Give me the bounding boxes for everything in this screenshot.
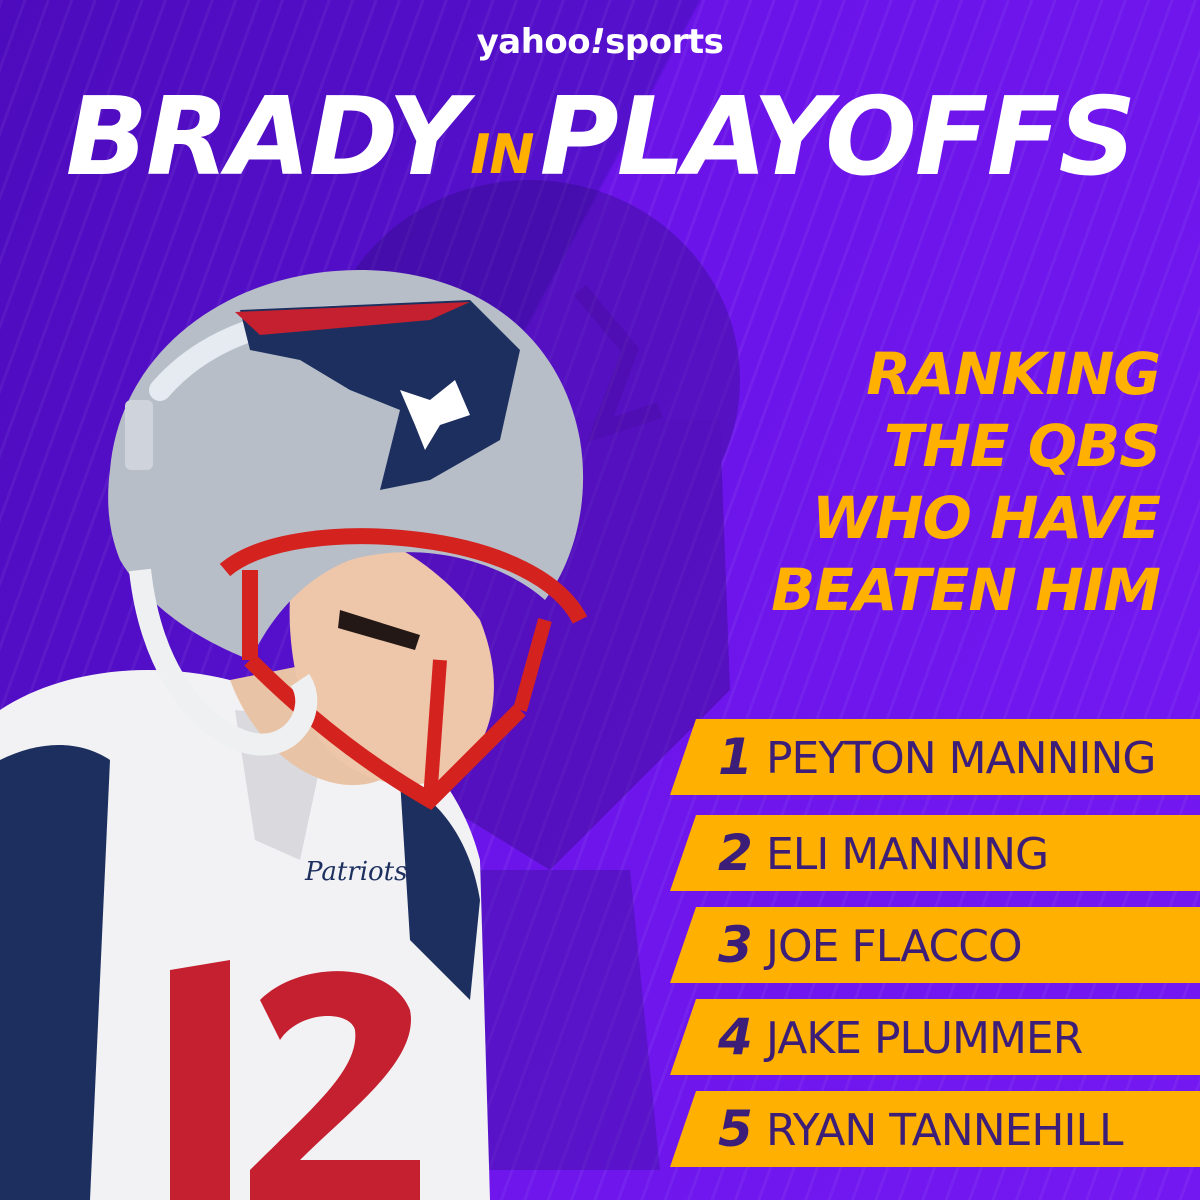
ranking-item: 5 RYAN TANNEHILL <box>670 1091 1200 1167</box>
rank-number: 4 <box>718 1008 753 1066</box>
rank-number: 3 <box>718 916 753 974</box>
logo-bang: ! <box>590 22 606 62</box>
ranking-item: 4 JAKE PLUMMER <box>670 999 1200 1075</box>
heading-line: BEATEN HIM <box>771 556 1161 624</box>
title-right: PLAYOFFS <box>539 75 1137 200</box>
page-title: BRADY IN PLAYOFFS <box>0 84 1200 192</box>
logo-text: yahoo <box>476 22 591 62</box>
rank-number: 5 <box>718 1100 753 1158</box>
title-middle: IN <box>470 123 534 186</box>
rank-name: JAKE PLUMMER <box>766 1013 1083 1064</box>
heading-line: RANKING <box>866 340 1161 408</box>
rank-name: PEYTON MANNING <box>766 733 1156 784</box>
logo-suffix: sports <box>605 22 724 62</box>
jersey-team-text: Patriots <box>304 857 407 887</box>
rankings-list: 1 PEYTON MANNING 2 ELI MANNING 3 JOE FLA… <box>0 715 1200 1175</box>
ranking-item: 3 JOE FLACCO <box>670 907 1200 983</box>
rank-name: RYAN TANNEHILL <box>766 1105 1123 1156</box>
ranking-item: 1 PEYTON MANNING <box>670 719 1200 795</box>
rank-name: JOE FLACCO <box>766 921 1023 972</box>
title-left: BRADY <box>65 75 467 200</box>
yahoo-sports-logo: yahoo!sports <box>0 22 1200 62</box>
heading: RANKING THE QBS WHO HAVE BEATEN HIM <box>771 338 1161 626</box>
heading-line: THE QBS <box>883 412 1161 480</box>
rank-name: ELI MANNING <box>766 829 1049 880</box>
ranking-item: 2 ELI MANNING <box>670 815 1200 891</box>
rank-number: 2 <box>718 824 753 882</box>
heading-line: WHO HAVE <box>811 484 1161 552</box>
player-image: Patriots <box>0 270 588 1200</box>
rank-number: 1 <box>718 728 753 786</box>
